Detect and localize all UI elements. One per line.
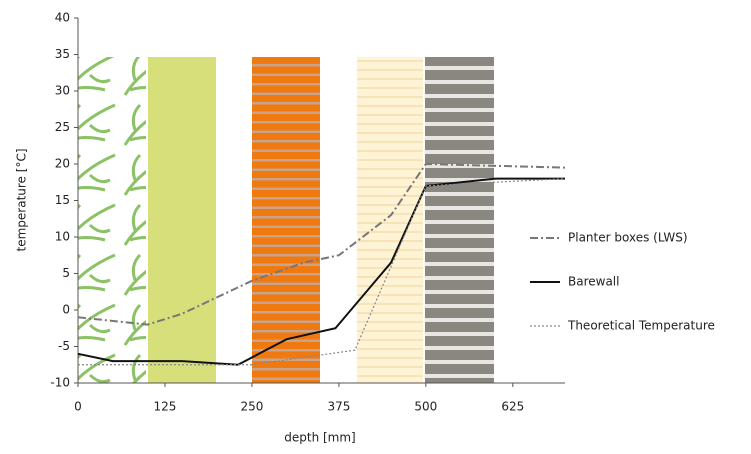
x-tick-label: 0 [74, 400, 82, 414]
y-tick-label: 0 [62, 303, 70, 317]
x-tick-label: 375 [327, 400, 350, 414]
y-tick-label: 20 [55, 157, 70, 171]
y-axis-label: temperature [°C] [15, 149, 29, 252]
wall-layers [78, 57, 494, 383]
x-axis-label: depth [mm] [284, 431, 355, 445]
y-tick-label: 35 [55, 47, 70, 61]
x-tick-label: 250 [240, 400, 263, 414]
y-tick-label: 40 [55, 11, 70, 25]
y-tick-label: 15 [55, 193, 70, 207]
y-tick-label: 10 [55, 230, 70, 244]
y-tick-label: -5 [58, 339, 70, 353]
x-tick-label: 625 [501, 400, 524, 414]
x-tick-label: 125 [154, 400, 177, 414]
y-tick-label: 5 [62, 266, 70, 280]
x-tick-label: 500 [414, 400, 437, 414]
y-tick-label: -10 [50, 376, 70, 390]
legend-label: Planter boxes (LWS) [568, 231, 688, 245]
chart: depth [mm] temperature [°C] -10 -5 0 5 10 15 2… [0, 0, 751, 450]
y-tick-label: 30 [55, 84, 70, 98]
legend-label: Barewall [568, 275, 619, 289]
legend-label: Theoretical Temperature [567, 319, 715, 333]
y-tick-label: 25 [55, 120, 70, 134]
